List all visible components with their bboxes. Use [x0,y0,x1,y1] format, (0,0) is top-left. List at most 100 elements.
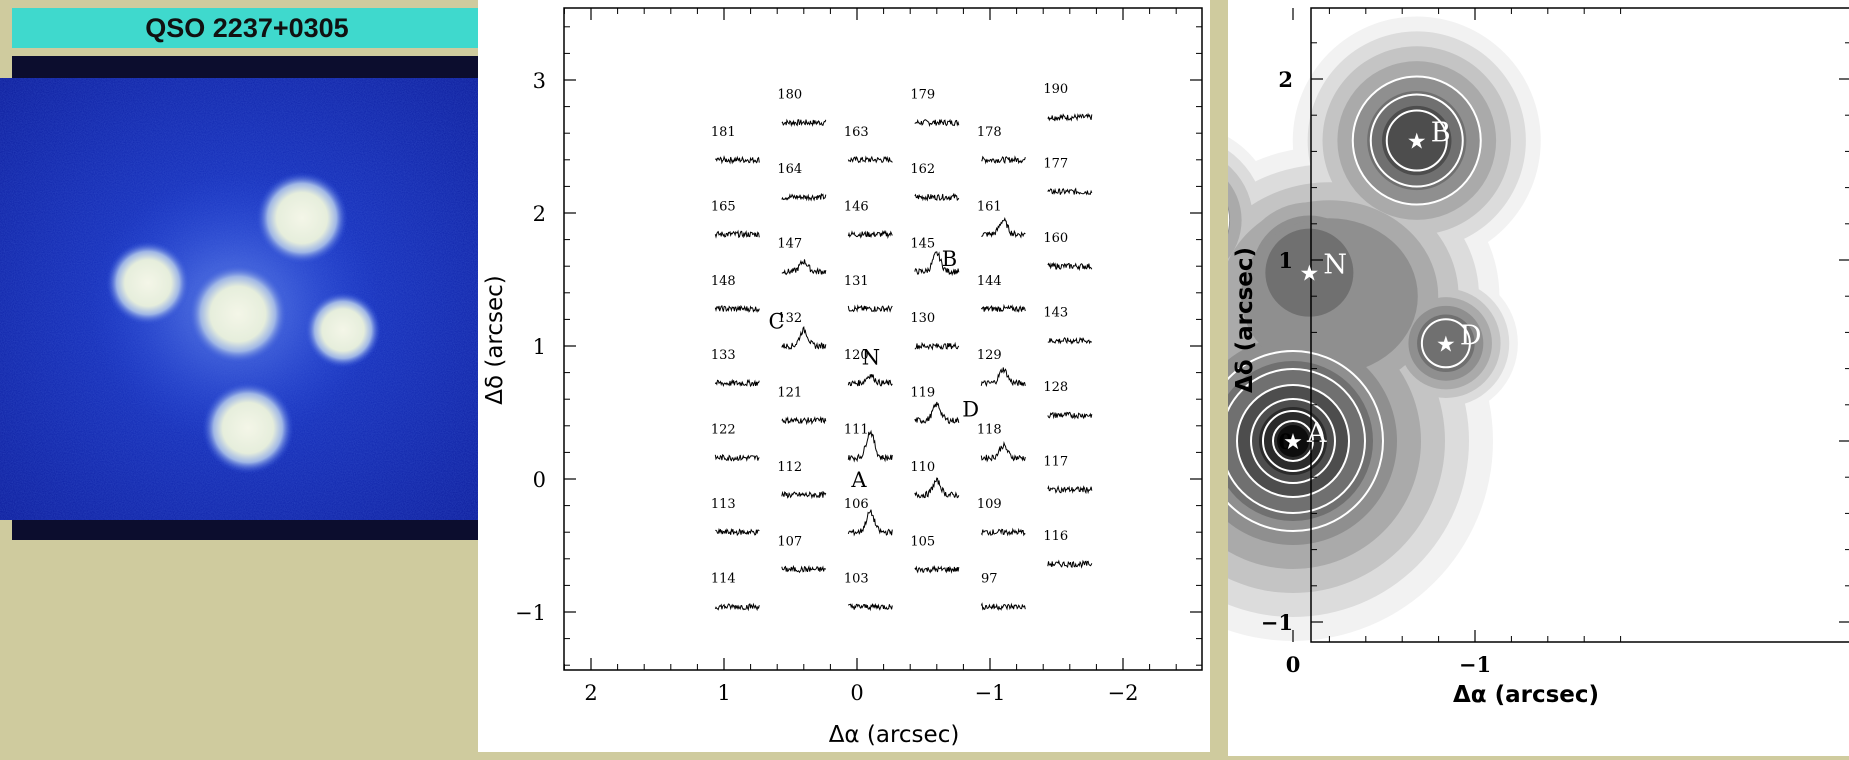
spectrum-110: 110 [910,460,958,498]
component-label: B [1431,118,1451,149]
spectrum-trace [915,343,959,349]
spectrum-trace [715,529,759,535]
component-label-b: B [942,247,957,271]
component-label-n: N [862,346,880,370]
quasar-image-a [202,382,294,474]
spectrum-122: 122 [711,423,759,461]
spectrum-id: 118 [977,423,1002,438]
spectrum-id: 111 [844,423,869,438]
spectrum-trace [981,219,1025,237]
quasar-image-d [305,292,381,368]
spectrum-97: 97 [981,572,1025,610]
spectrum-113: 113 [711,497,759,535]
image-title: QSO 2237+0305 [12,8,482,48]
spectrum-133: 133 [711,348,759,386]
spectrum-trace [848,510,892,536]
spectrum-id: 131 [844,274,869,289]
spectrum-trace [715,306,759,312]
y-tick-label: 3 [533,69,546,93]
spectrum-id: 106 [844,497,869,512]
spectrum-179: 179 [910,88,958,126]
spectrum-trace [782,327,826,349]
spectrum-117: 117 [1043,455,1091,493]
spectrum-id: 180 [777,88,802,103]
spectrum-id: 130 [910,311,935,326]
spectrum-trace [915,478,959,498]
y-tick-label: 1 [533,335,546,359]
spectrum-164: 164 [777,162,825,200]
spectrum-id: 97 [981,572,998,587]
spectrum-trace [981,306,1025,312]
y-tick-label: 2 [1278,67,1293,92]
spectrum-id: 177 [1043,157,1068,172]
spectrum-trace [981,604,1025,610]
x-tick-label: −1 [975,681,1006,705]
spectrum-144: 144 [977,274,1025,312]
spectrum-116: 116 [1043,529,1091,567]
spectrum-trace [915,567,959,572]
x-tick-label: 2 [584,681,597,705]
spectrum-105: 105 [910,534,958,572]
spectrum-id: 162 [910,162,935,177]
spectrum-147: 147 [777,237,825,275]
x-tick-label: 0 [850,681,863,705]
component-label: A [1306,418,1327,449]
spectrum-id: 145 [910,237,935,252]
spectrum-103: 103 [844,572,892,610]
spectrum-trace [782,492,826,498]
x-tick-label: −1 [1459,652,1491,677]
star-icon: ★ [1436,332,1456,357]
spectrum-162: 162 [910,162,958,200]
star-icon: ★ [1407,130,1427,155]
spectrum-178: 178 [977,125,1025,163]
spectrum-146: 146 [844,199,892,237]
component-label: N [1323,250,1347,281]
spectrum-id: 119 [910,385,935,400]
spectrum-trace [981,368,1025,387]
spectrum-id: 164 [777,162,802,177]
spectrum-id: 133 [711,348,736,363]
spectrum-trace [848,604,892,610]
spectrum-id: 116 [1043,529,1068,544]
spectrum-109: 109 [977,497,1025,535]
spectrum-id: 178 [977,125,1002,140]
qso-image-panel: QSO 2237+0305 [0,0,482,756]
spectrum-id: 179 [910,88,935,103]
spectrum-id: 103 [844,572,869,587]
spectrum-id: 128 [1043,380,1068,395]
spectrum-106: 106 [844,497,892,535]
spectrum-trace [981,529,1025,535]
spectrum-trace [1048,412,1092,418]
quasar-image-core [188,264,288,364]
spectrum-129: 129 [977,348,1025,386]
spectrum-id: 105 [910,534,935,549]
spectrum-id: 144 [977,274,1002,289]
y-tick-label: −1 [515,601,546,625]
spectrum-177: 177 [1043,157,1091,195]
plot-frame [564,8,1202,670]
spectrum-trace [1048,189,1092,195]
spectrum-trace [1048,263,1092,269]
spectrum-trace [715,157,759,163]
spectrum-111: 111 [844,423,892,461]
spectrum-id: 190 [1043,82,1068,97]
spectrum-trace [1048,338,1092,343]
spectrum-118: 118 [977,423,1025,461]
quasar-image-b [256,172,348,264]
spectrum-id: 181 [711,125,736,140]
quasar-image-c [106,241,190,325]
spectrum-id: 146 [844,199,869,214]
spectrum-112: 112 [777,460,825,498]
spectrum-165: 165 [711,199,759,237]
spectrum-id: 163 [844,125,869,140]
spectrum-trace [915,120,959,126]
spectrum-trace [915,194,959,200]
spectrum-id: 109 [977,497,1002,512]
spectrum-id: 122 [711,423,736,438]
component-label-d: D [962,398,979,422]
spectrum-trace [1048,487,1092,493]
component-label: D [1460,320,1482,351]
spectrum-130: 130 [910,311,958,349]
spectrum-id: 112 [777,460,802,475]
x-tick-label: −2 [1108,681,1139,705]
